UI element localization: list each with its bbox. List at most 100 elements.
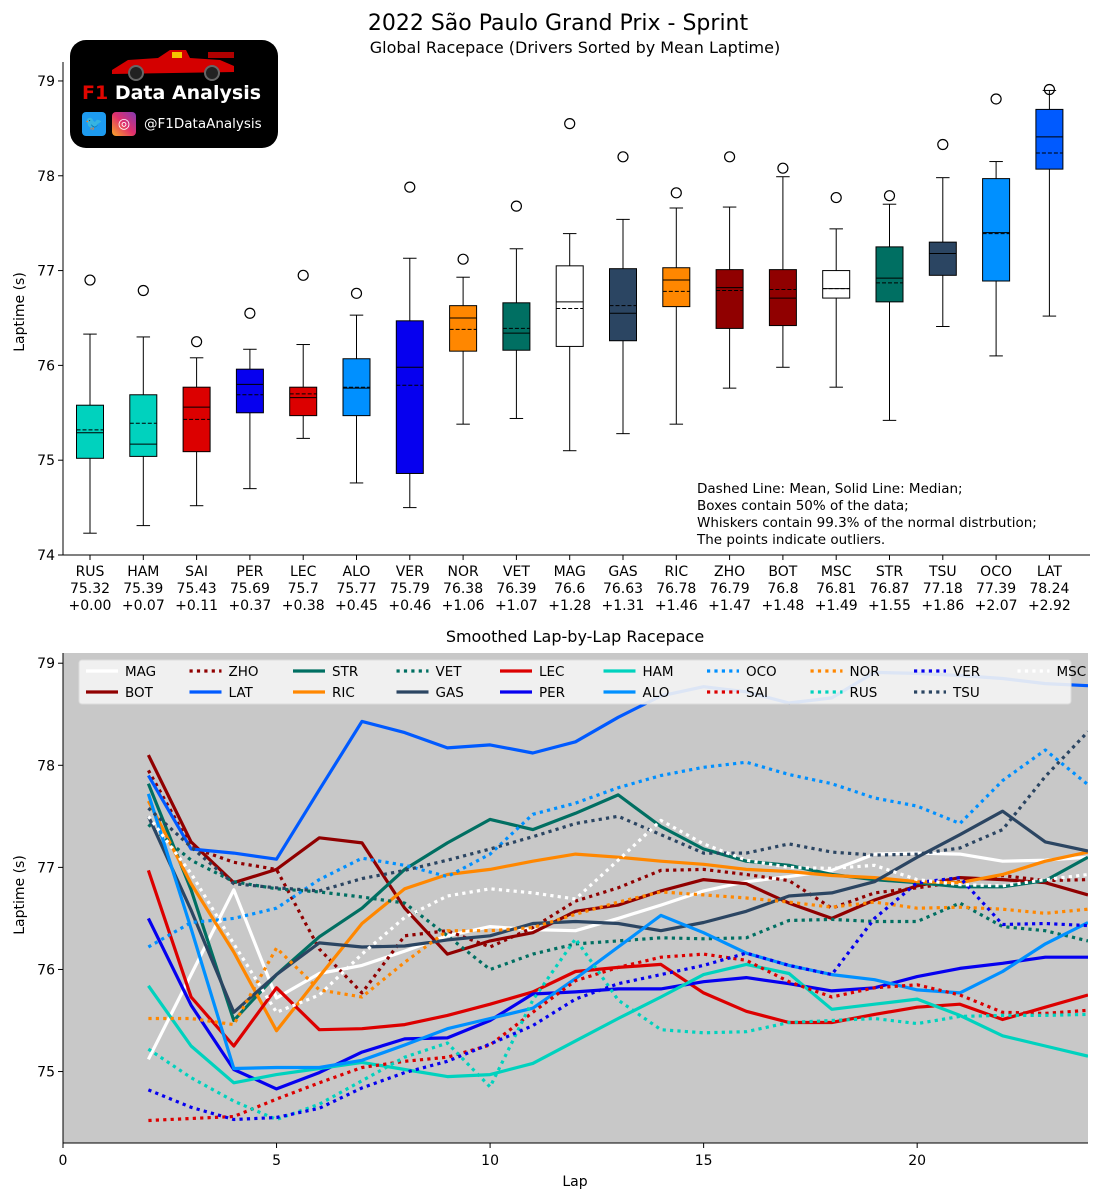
x-tick-mean: 77.39 xyxy=(976,581,1016,597)
outlier-point xyxy=(1043,83,1056,96)
logo-brand: F1 xyxy=(82,82,109,104)
legend-label-mag: MAG xyxy=(125,664,156,680)
x-tick-driver: PER xyxy=(236,564,263,580)
line-x-axis-label: Lap xyxy=(562,1174,587,1190)
series-line-tsu xyxy=(147,730,1088,893)
x-tick-driver: RIC xyxy=(664,564,688,580)
figure-title: 2022 São Paulo Grand Prix - Sprint xyxy=(368,11,749,36)
box-plot-area: 747576777879RUS75.32+0.00HAM75.39+0.07SA… xyxy=(37,62,1090,614)
x-tick-driver: ZHO xyxy=(714,564,745,580)
iqr-box xyxy=(289,386,318,417)
line-y-axis-label: Laptime (s) xyxy=(12,855,28,935)
legend-label-per: PER xyxy=(539,685,565,701)
x-tick-driver: NOR xyxy=(447,564,478,580)
line-plot-area: 75 76 77 78 79 0 5 10 15 20 xyxy=(37,653,1088,1169)
x-tick-delta: +0.38 xyxy=(282,598,325,614)
x-tick-mean: 76.81 xyxy=(816,581,856,597)
iqr-box xyxy=(235,368,264,414)
x-tick-driver: GAS xyxy=(608,564,637,580)
x-tick-driver: VET xyxy=(503,564,530,580)
x-tick-delta: +1.06 xyxy=(442,598,485,614)
x-tick-mean: 75.79 xyxy=(390,581,430,597)
outlier-point xyxy=(244,307,256,319)
iqr-box xyxy=(928,241,957,276)
x-tick-driver: HAM xyxy=(127,564,159,580)
x-tick-driver: SAI xyxy=(185,564,208,580)
series-line-nor xyxy=(148,890,1088,1027)
y-tick-label: 79 xyxy=(37,74,55,90)
legend-label-sai: SAI xyxy=(746,685,768,701)
note-line-2: Boxes contain 50% of the data; xyxy=(697,498,909,514)
x-tick-delta: +1.49 xyxy=(815,598,858,614)
x-tick-driver: BOT xyxy=(768,564,797,580)
outlier-point xyxy=(297,269,309,281)
x-tick-label: 10 xyxy=(481,1153,499,1169)
legend-label-rus: RUS xyxy=(850,685,878,701)
iqr-box xyxy=(609,268,637,342)
x-tick-delta: +0.07 xyxy=(122,598,165,614)
x-tick-label: 5 xyxy=(272,1153,281,1169)
legend-label-ver: VER xyxy=(953,664,980,680)
iqr-box xyxy=(1035,108,1064,170)
series-line-msc xyxy=(147,815,1088,1014)
note-line-1: Dashed Line: Mean, Solid Line: Median; xyxy=(697,481,963,497)
series-line-str xyxy=(146,783,1088,1023)
outlier-point xyxy=(937,138,949,151)
series-line-alo xyxy=(146,793,1088,1071)
x-tick-mean: 75.39 xyxy=(123,581,163,597)
y-tick-label: 74 xyxy=(37,548,55,564)
x-tick-driver: STR xyxy=(876,564,903,580)
x-tick-mean: 76.6 xyxy=(554,581,585,597)
outlier-point xyxy=(191,336,203,348)
outlier-point xyxy=(777,162,789,174)
series-group xyxy=(146,670,1088,1123)
x-tick-delta: +1.55 xyxy=(868,598,911,614)
line-chart-title: Smoothed Lap-by-Lap Racepace xyxy=(446,627,704,646)
x-tick-mean: 76.38 xyxy=(443,581,483,597)
logo-title-text: Data Analysis xyxy=(114,82,262,104)
y-tick-label: 79 xyxy=(37,656,55,672)
legend-label-str: STR xyxy=(332,664,358,680)
x-tick-label: 0 xyxy=(59,1153,68,1169)
box-chart-title: Global Racepace (Drivers Sorted by Mean … xyxy=(370,38,780,57)
twitter-icon: 🐦 xyxy=(82,112,106,136)
outlier-point xyxy=(84,274,96,286)
race-car-icon xyxy=(112,50,234,81)
outlier-point xyxy=(617,151,629,163)
outlier-point xyxy=(137,284,149,297)
y-tick-label: 76 xyxy=(37,962,55,978)
outlier-point xyxy=(457,253,469,265)
f1-data-analysis-logo: F1 Data Analysis 🐦 ◎ @F1DataAnalysis xyxy=(70,40,278,148)
x-tick-mean: 76.63 xyxy=(603,581,643,597)
iqr-box xyxy=(502,302,531,351)
series-line-sai xyxy=(148,952,1088,1123)
outlier-point xyxy=(830,191,842,204)
x-tick-delta: +1.07 xyxy=(495,598,538,614)
x-tick-driver: LAT xyxy=(1037,564,1063,580)
y-tick-label: 75 xyxy=(37,1065,55,1081)
x-tick-delta: +0.11 xyxy=(175,598,218,614)
series-line-gas xyxy=(146,809,1088,1014)
x-tick-delta: +1.46 xyxy=(655,598,698,614)
legend-label-tsu: TSU xyxy=(952,685,980,701)
x-tick-driver: TSU xyxy=(928,564,957,580)
series-line-per xyxy=(146,917,1088,1091)
outlier-point xyxy=(350,287,363,299)
outlier-point xyxy=(990,93,1002,105)
legend-label-lec: LEC xyxy=(539,664,564,680)
x-tick-delta: +0.37 xyxy=(228,598,271,614)
social-handle: @F1DataAnalysis xyxy=(144,116,262,132)
x-tick-mean: 78.24 xyxy=(1029,581,1069,597)
outlier-point xyxy=(670,187,682,199)
x-tick-mean: 76.39 xyxy=(496,581,536,597)
x-tick-delta: +1.28 xyxy=(548,598,591,614)
